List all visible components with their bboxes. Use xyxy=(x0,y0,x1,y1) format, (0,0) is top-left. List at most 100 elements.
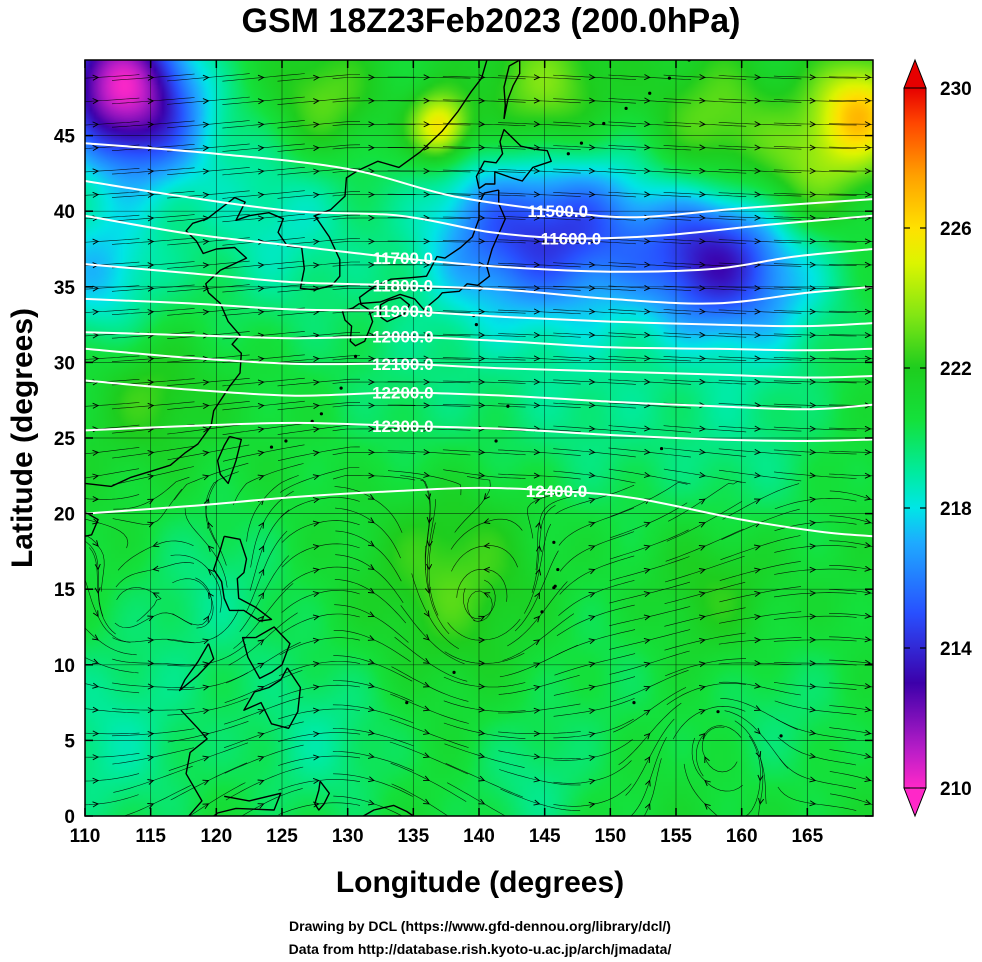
stream-arrow-294 xyxy=(533,355,541,362)
stream-arrow-355 xyxy=(588,261,596,268)
stream-arrow-110 xyxy=(312,637,320,644)
stream-arrow-457 xyxy=(423,97,431,104)
stream-arrow-468 xyxy=(202,74,210,81)
stream-arrow-315 xyxy=(864,332,872,339)
streamline-315 xyxy=(85,308,140,313)
contour-label-3: 11800.0 xyxy=(373,276,434,295)
streamline-195 xyxy=(85,494,140,500)
stream-arrow-416 xyxy=(644,167,651,174)
stream-arrow-149 xyxy=(809,590,817,597)
stream-arrow-387 xyxy=(699,214,706,221)
stream-arrow-146 xyxy=(643,591,651,598)
stream-arrow-161 xyxy=(643,567,651,574)
streamline-479 xyxy=(828,76,873,78)
streamline-359 xyxy=(828,264,873,266)
island-25 xyxy=(602,121,606,126)
stream-arrow-211 xyxy=(92,473,100,480)
stream-arrow-244 xyxy=(257,426,265,433)
contour-label-5: 12000.0 xyxy=(372,328,433,347)
stream-arrow-145 xyxy=(588,591,596,598)
colorbar-label-5: 230 xyxy=(940,79,972,100)
stream-arrow-366 xyxy=(368,238,375,245)
stream-arrow-310 xyxy=(588,331,596,338)
stream-arrow-391 xyxy=(92,191,100,198)
stream-arrow-368 xyxy=(478,238,486,245)
stream-arrow-415 xyxy=(588,167,596,174)
stream-arrow-117 xyxy=(698,637,706,644)
coastline-mindanao xyxy=(243,667,302,729)
stream-arrow-99 xyxy=(533,662,541,669)
stream-arrow-213 xyxy=(202,474,210,481)
colorbar: 210 214 218 222 226 230 xyxy=(903,58,972,818)
island-24 xyxy=(579,141,584,145)
stream-arrow-265 xyxy=(588,402,596,409)
stream-arrow-153 xyxy=(207,568,215,576)
stream-arrow-150 xyxy=(864,589,872,596)
streamline-329 xyxy=(829,310,873,313)
stream-arrow-12 xyxy=(704,803,711,810)
stream-arrow-441 xyxy=(368,121,375,128)
stream-arrow-363 xyxy=(202,238,210,245)
credit-dcl: Drawing by DCL (https://www.gfd-dennou.o… xyxy=(289,918,671,934)
stream-arrow-245 xyxy=(312,426,320,433)
stream-arrow-283 xyxy=(754,378,762,385)
stream-arrow-442 xyxy=(423,121,431,128)
colorbar-label-2: 218 xyxy=(940,499,972,520)
stream-arrow-323 xyxy=(478,308,486,315)
coastline-taiwan xyxy=(216,435,242,485)
stream-arrow-431 xyxy=(644,144,651,151)
stream-arrow-272 xyxy=(147,379,155,386)
stream-arrow-179 xyxy=(809,543,817,550)
stream-arrow-7 xyxy=(423,798,431,805)
stream-arrow-370 xyxy=(588,238,596,245)
stream-arrow-260 xyxy=(313,402,320,409)
stream-arrow-414 xyxy=(533,167,541,174)
stream-arrow-278 xyxy=(478,378,486,385)
contour-12300 xyxy=(85,421,873,443)
contour-12100 xyxy=(85,347,873,379)
contour-label-1: 11600.0 xyxy=(541,229,602,248)
stream-arrow-76 xyxy=(92,682,100,689)
island-7 xyxy=(474,323,478,327)
stream-arrow-30 xyxy=(864,776,872,783)
stream-arrow-123 xyxy=(203,615,210,623)
stream-arrow-42 xyxy=(704,756,710,764)
stream-arrow-214 xyxy=(257,474,265,481)
stream-arrow-394 xyxy=(257,191,265,198)
stream-arrow-460 xyxy=(588,97,596,104)
coastline-hokkaido xyxy=(475,128,552,190)
x-tick-label-11: 165 xyxy=(791,826,823,847)
colorbar-extend-bottom xyxy=(903,787,927,818)
stream-arrow-44 xyxy=(809,752,817,759)
stream-arrow-184 xyxy=(258,521,265,529)
stream-arrow-164 xyxy=(809,566,817,573)
stream-arrow-252 xyxy=(699,425,706,432)
stream-arrow-445 xyxy=(588,121,596,128)
stream-arrow-292 xyxy=(423,355,431,362)
streamline-105 xyxy=(85,627,137,656)
streamline-180 xyxy=(85,518,129,549)
island-17 xyxy=(452,670,456,674)
stream-arrow-273 xyxy=(202,379,210,386)
stream-arrow-432 xyxy=(699,144,706,151)
stream-arrow-126 xyxy=(367,611,375,617)
stream-arrow-89 xyxy=(809,683,817,690)
stream-arrow-326 xyxy=(644,308,651,315)
streamline-270 xyxy=(85,379,140,384)
stream-arrow-63 xyxy=(202,708,210,715)
stream-arrow-259 xyxy=(257,402,265,409)
x-tick-label-1: 115 xyxy=(135,826,166,847)
stream-arrow-51 xyxy=(367,729,375,736)
streamline-435 xyxy=(85,121,140,126)
contour-labels: 11500.0 11600.0 11700.0 11800.0 11900.0 12000… xyxy=(372,202,601,501)
stream-arrow-158 xyxy=(483,566,490,573)
stream-arrow-264 xyxy=(533,402,541,409)
stream-arrow-362 xyxy=(147,238,155,245)
stream-arrow-466 xyxy=(92,74,100,81)
stream-arrow-325 xyxy=(588,308,596,315)
stream-arrow-402 xyxy=(699,191,706,198)
colorbar-label-4: 226 xyxy=(940,219,972,240)
stream-arrow-296 xyxy=(644,355,651,362)
stream-arrow-86 xyxy=(643,685,651,692)
